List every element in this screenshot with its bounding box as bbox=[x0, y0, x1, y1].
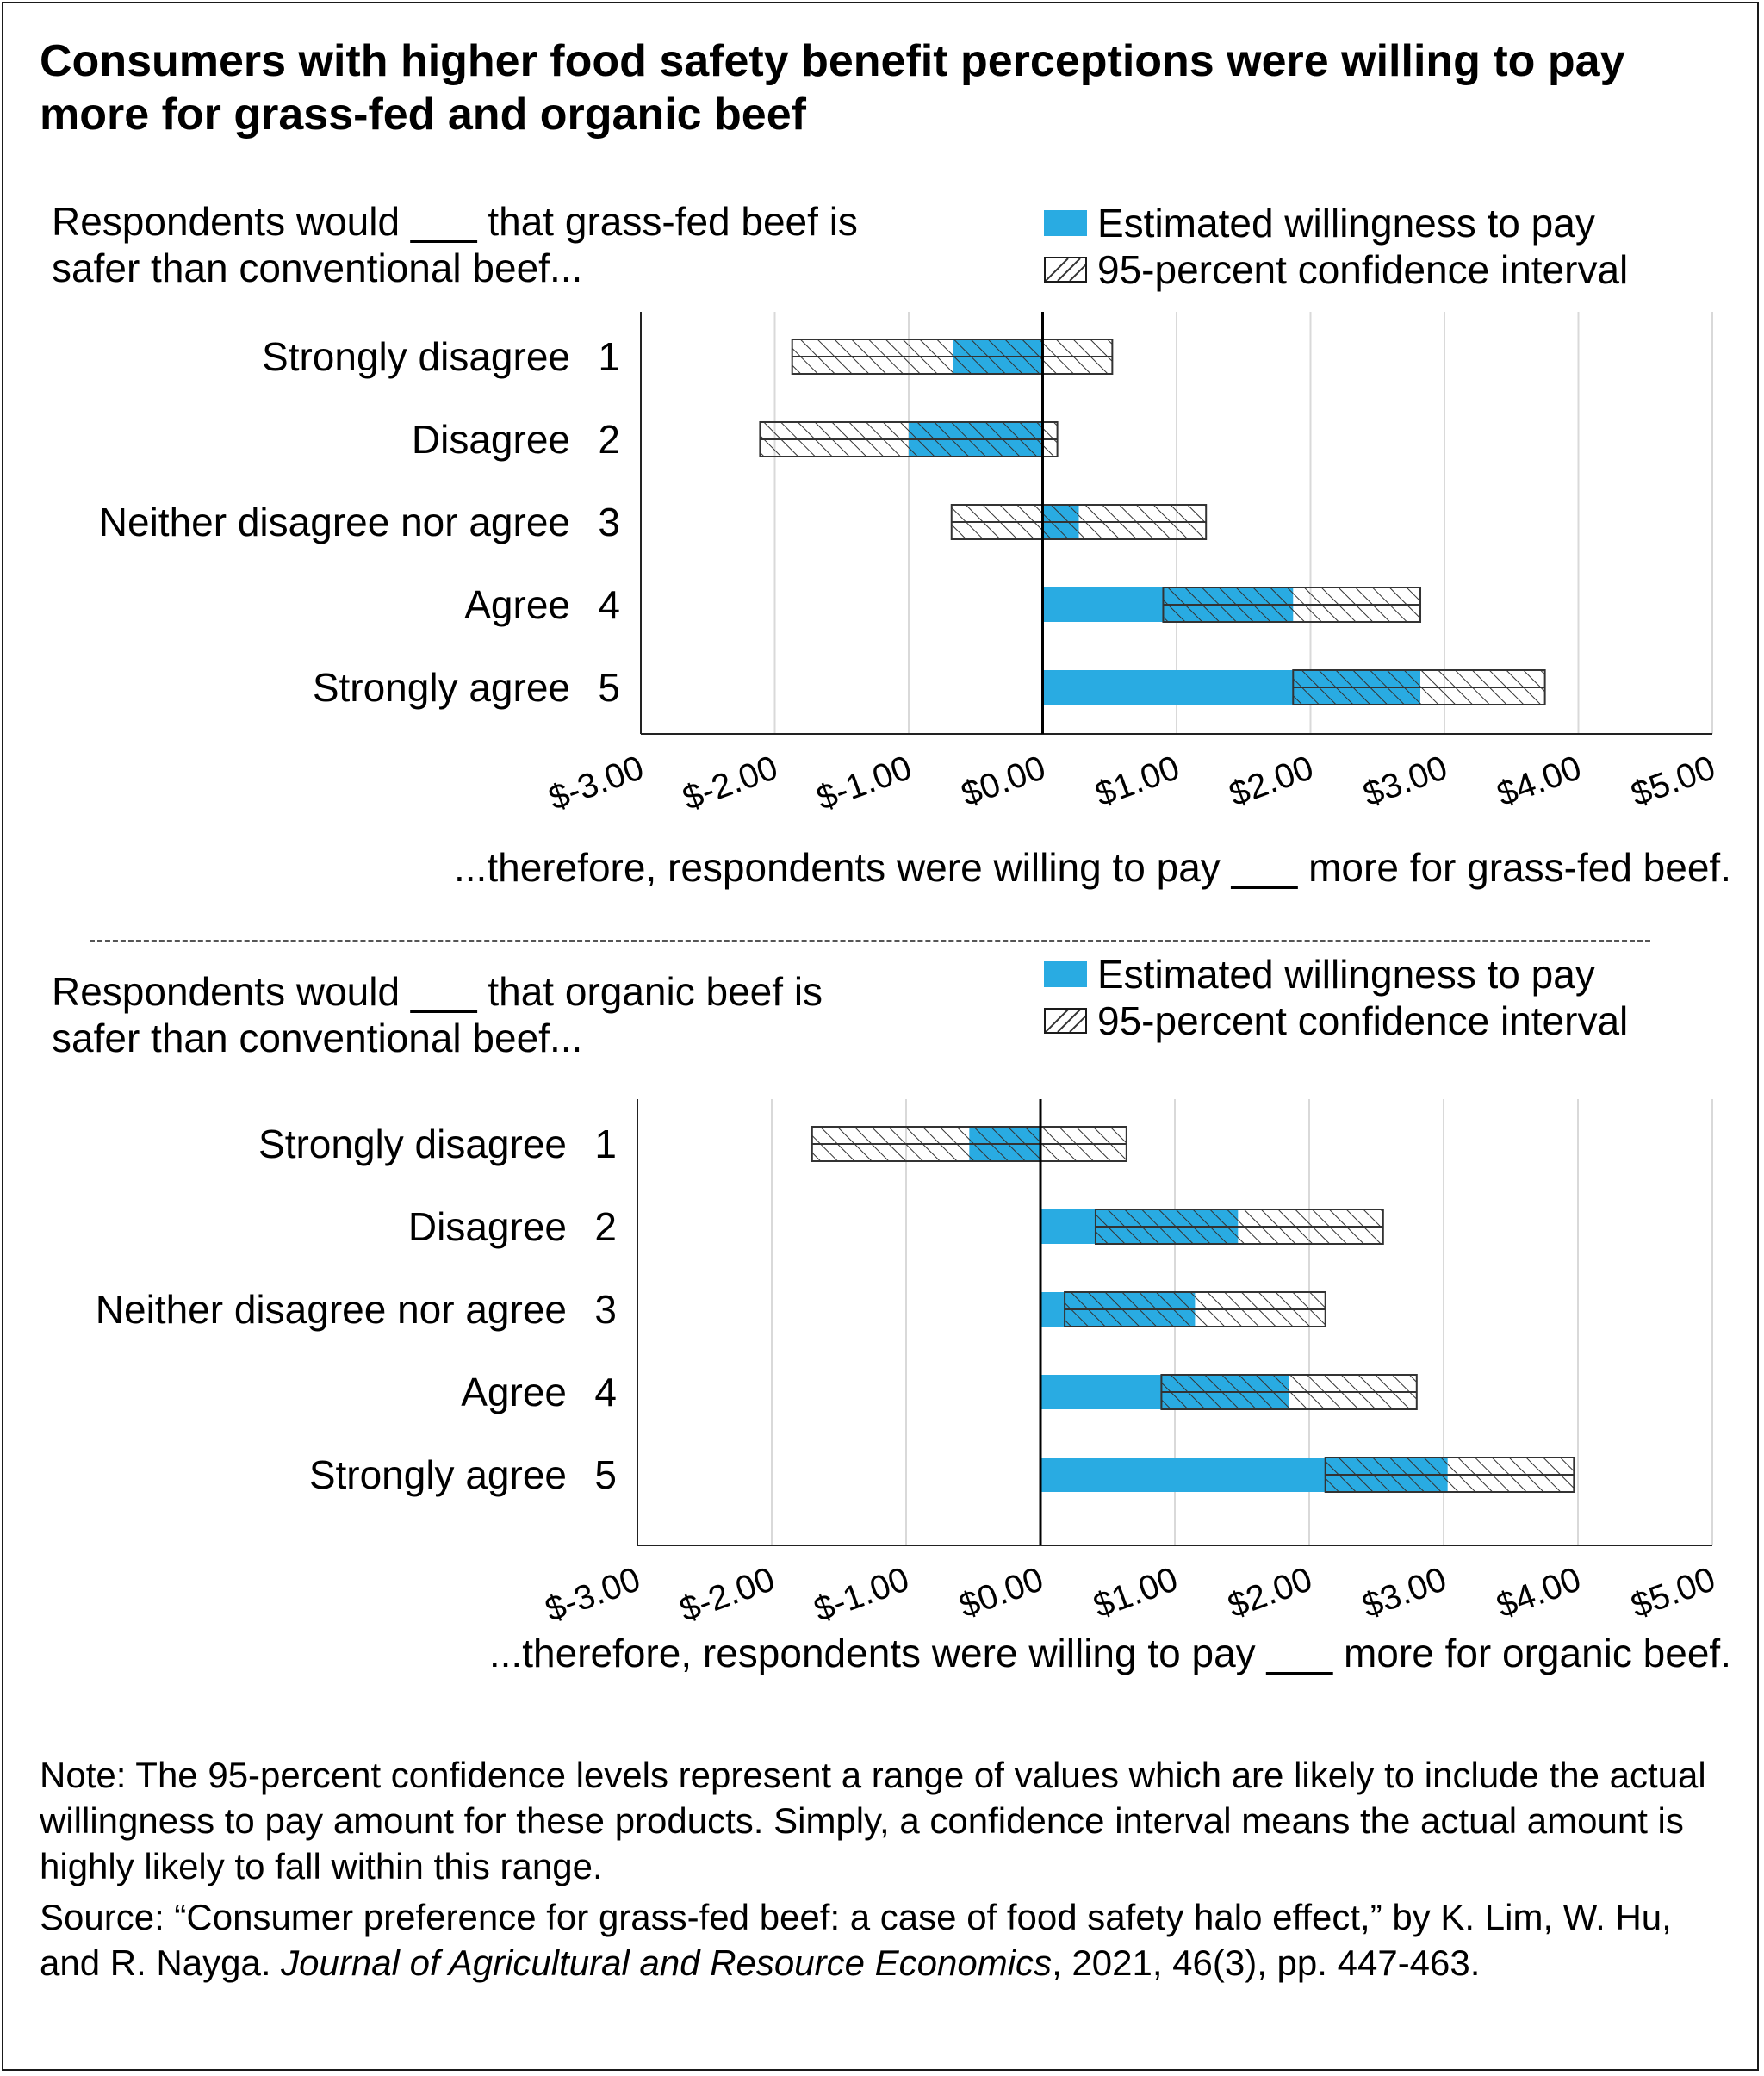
category-code: 5 bbox=[598, 665, 620, 710]
charts-svg: $-3.00 $-2.00 $-1.00 $0.00 $1.00 $2.00 $3.00 $4… bbox=[96, 312, 1720, 1629]
legend-label-estimate: Estimated willingness to pay bbox=[1097, 952, 1595, 997]
panel-1-legend: Estimated willingness to pay 95-percent … bbox=[1044, 200, 1628, 293]
panel-1-question: Respondents would ___ that grass-fed bee… bbox=[52, 199, 858, 290]
chart-title: Consumers with higher food safety benefi… bbox=[40, 36, 1625, 140]
x-tick-label: $-3.00 bbox=[543, 749, 649, 817]
x-tick-label: $4.00 bbox=[1492, 749, 1586, 814]
category-label: Neither disagree nor agree bbox=[96, 1287, 567, 1332]
panel-2-question: Respondents would ___ that organic beef … bbox=[52, 969, 823, 1060]
x-tick-label: $-2.00 bbox=[678, 749, 783, 817]
chart-organic: $-3.00 $-2.00 $-1.00 $0.00 $1.00 $2.00 $3.00 $4… bbox=[96, 1099, 1720, 1629]
x-tick-label: $-2.00 bbox=[674, 1560, 780, 1629]
category-label: Strongly agree bbox=[313, 665, 570, 710]
category-label: Strongly disagree bbox=[258, 1122, 567, 1166]
legend-swatch-estimate bbox=[1044, 961, 1087, 987]
x-tick-label: $3.00 bbox=[1358, 749, 1452, 814]
legend-swatch-ci bbox=[1044, 1008, 1087, 1034]
x-tick-label: $3.00 bbox=[1357, 1560, 1451, 1625]
source-prefix: Source: “Consumer preference for grass-f… bbox=[40, 1897, 1672, 1983]
category-label: Agree bbox=[461, 1370, 567, 1414]
source-journal: Journal of Agricultural and Resource Eco… bbox=[281, 1942, 1053, 1983]
legend-label-ci: 95-percent confidence interval bbox=[1097, 247, 1629, 292]
category-label: Strongly disagree bbox=[262, 334, 570, 379]
note-text: Note: The 95-percent confidence levels r… bbox=[40, 1755, 1706, 1886]
category-code: 4 bbox=[594, 1370, 617, 1414]
source-text: Source: “Consumer preference for grass-f… bbox=[40, 1894, 1728, 1986]
legend-swatch-estimate bbox=[1044, 210, 1087, 236]
x-tick-label: $1.00 bbox=[1089, 1560, 1183, 1625]
category-label: Disagree bbox=[408, 1204, 567, 1249]
legend-item-ci: 95-percent confidence interval bbox=[1044, 246, 1628, 293]
legend-swatch-ci bbox=[1044, 257, 1087, 283]
legend-item-estimate: Estimated willingness to pay bbox=[1044, 951, 1628, 998]
x-tick-label: $5.00 bbox=[1626, 749, 1720, 814]
legend-item-estimate: Estimated willingness to pay bbox=[1044, 200, 1628, 246]
x-tick-label: $5.00 bbox=[1626, 1560, 1720, 1625]
category-code: 2 bbox=[594, 1204, 617, 1249]
legend-item-ci: 95-percent confidence interval bbox=[1044, 998, 1628, 1044]
x-tick-label: $1.00 bbox=[1090, 749, 1184, 814]
x-tick-label: $0.00 bbox=[956, 749, 1050, 814]
chart-grass-fed: $-3.00 $-2.00 $-1.00 $0.00 $1.00 $2.00 $3.00 $4… bbox=[99, 312, 1720, 817]
x-tick-label: $4.00 bbox=[1492, 1560, 1586, 1625]
x-tick-label: $2.00 bbox=[1223, 1560, 1317, 1625]
x-tick-label: $2.00 bbox=[1224, 749, 1318, 814]
panel-2-x-caption: ...therefore, respondents were willing t… bbox=[488, 1631, 1731, 1675]
legend-label-estimate: Estimated willingness to pay bbox=[1097, 201, 1595, 246]
source-suffix: , 2021, 46(3), pp. 447-463. bbox=[1052, 1942, 1481, 1983]
category-label: Agree bbox=[464, 582, 570, 627]
category-label: Strongly agree bbox=[309, 1452, 567, 1497]
panel-1-x-caption: ...therefore, respondents were willing t… bbox=[453, 845, 1731, 890]
x-tick-label: $-3.00 bbox=[540, 1560, 645, 1629]
category-code: 1 bbox=[594, 1122, 617, 1166]
category-code: 3 bbox=[594, 1287, 617, 1332]
category-code: 3 bbox=[598, 500, 620, 544]
category-code: 5 bbox=[594, 1452, 617, 1497]
category-code: 2 bbox=[598, 417, 620, 462]
panel-divider bbox=[90, 940, 1650, 942]
category-label: Neither disagree nor agree bbox=[99, 500, 570, 544]
legend-label-ci: 95-percent confidence interval bbox=[1097, 998, 1629, 1043]
category-label: Disagree bbox=[412, 417, 570, 462]
x-tick-label: $-1.00 bbox=[811, 749, 916, 817]
x-tick-label: $0.00 bbox=[954, 1560, 1048, 1625]
category-code: 1 bbox=[598, 334, 620, 379]
category-code: 4 bbox=[598, 582, 620, 627]
panel-2-legend: Estimated willingness to pay 95-percent … bbox=[1044, 951, 1628, 1044]
x-tick-label: $-1.00 bbox=[809, 1560, 914, 1629]
